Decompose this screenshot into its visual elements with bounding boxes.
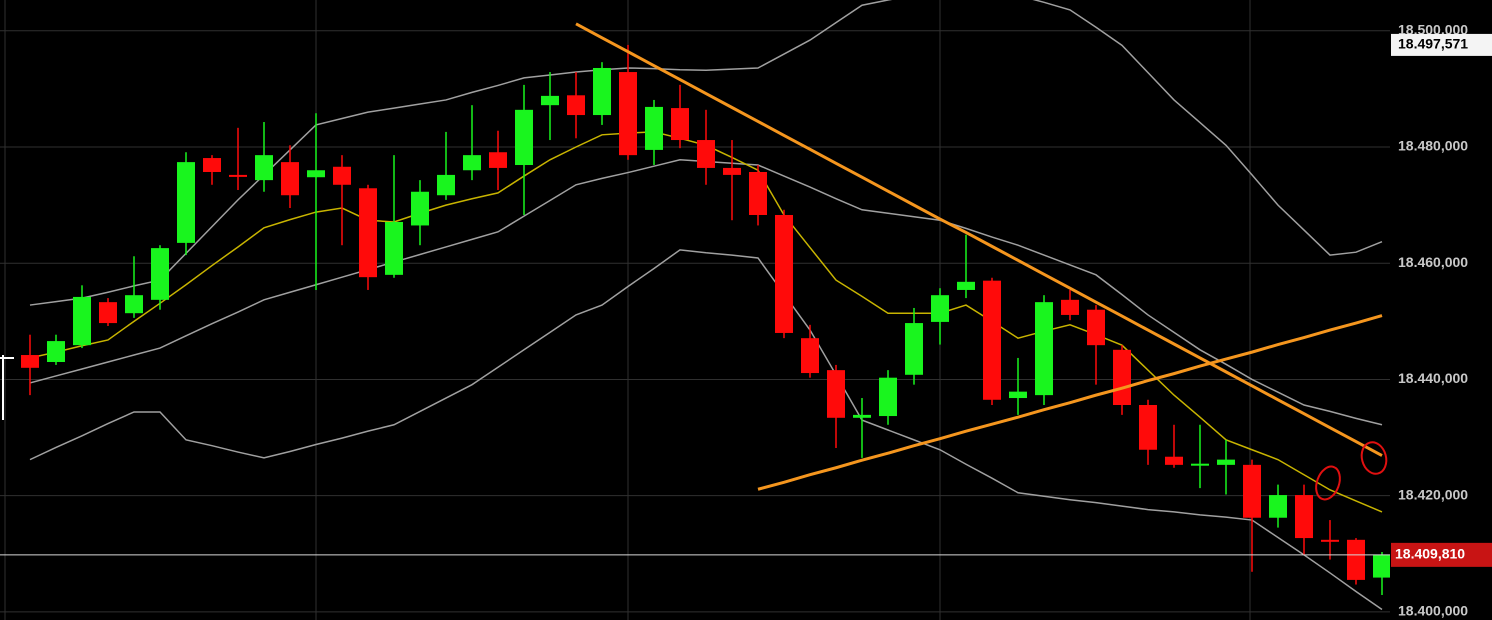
candle-body bbox=[411, 191, 429, 226]
candle-body bbox=[21, 355, 39, 368]
candle-body bbox=[1243, 464, 1261, 518]
trendline bbox=[575, 22, 1383, 457]
candle-body bbox=[879, 377, 897, 417]
high-price-label: 18.497,571 bbox=[1398, 36, 1468, 52]
candle-body bbox=[853, 414, 871, 418]
candle-body bbox=[1087, 309, 1105, 346]
candle-body bbox=[385, 221, 403, 275]
candle-body bbox=[151, 248, 169, 300]
candle-body bbox=[1061, 299, 1079, 315]
candle-body bbox=[307, 170, 325, 178]
candle-body bbox=[567, 95, 585, 116]
candle-body bbox=[463, 155, 481, 171]
candle-body bbox=[1269, 495, 1287, 518]
y-tick-label: 18.500,000 bbox=[1398, 21, 1468, 37]
candle-body bbox=[1295, 495, 1313, 539]
candle-body bbox=[1165, 456, 1183, 465]
candle-body bbox=[359, 188, 377, 278]
candle-body bbox=[1009, 391, 1027, 399]
candle-body bbox=[749, 171, 767, 215]
indicator-line bbox=[29, 0, 1383, 306]
candle-body bbox=[671, 108, 689, 141]
candle-body bbox=[1217, 459, 1235, 465]
candle-body bbox=[281, 162, 299, 196]
candle-body bbox=[333, 166, 351, 185]
y-tick-label: 18.420,000 bbox=[1398, 486, 1468, 502]
candle-body bbox=[1347, 539, 1365, 580]
annotation-circle bbox=[1360, 441, 1388, 475]
y-tick-label: 18.480,000 bbox=[1398, 138, 1468, 154]
candle-body bbox=[73, 296, 91, 346]
candle-body bbox=[1139, 405, 1157, 450]
last-price-label: 18.409,810 bbox=[1395, 546, 1465, 562]
trendline bbox=[757, 314, 1383, 491]
price-axis: 18.400,000 18.420,000 18.440,000 18.460,000… bbox=[1391, 21, 1492, 619]
candle-body bbox=[541, 95, 559, 106]
candle-body bbox=[125, 295, 143, 314]
candle-body bbox=[1035, 302, 1053, 396]
candle-body bbox=[827, 370, 845, 418]
candle-body bbox=[255, 155, 273, 181]
candle-body bbox=[177, 162, 195, 243]
annotation-circle bbox=[1315, 465, 1341, 501]
candle-body bbox=[697, 140, 715, 168]
candle-body bbox=[515, 109, 533, 166]
indicator-line bbox=[29, 249, 1383, 611]
candle-body bbox=[593, 67, 611, 116]
y-tick-label: 18.400,000 bbox=[1398, 603, 1468, 619]
candle-body bbox=[203, 158, 221, 172]
candle-body bbox=[99, 302, 117, 324]
candle-body bbox=[957, 281, 975, 290]
candle-body bbox=[1373, 554, 1390, 578]
candle-body bbox=[1113, 349, 1131, 406]
y-tick-label: 18.440,000 bbox=[1398, 370, 1468, 386]
high-price-box bbox=[1391, 33, 1492, 56]
candle-body bbox=[1321, 539, 1339, 542]
candle-body bbox=[645, 106, 663, 150]
candle-body bbox=[905, 323, 923, 375]
candle-body bbox=[1191, 463, 1209, 466]
y-tick-label: 18.460,000 bbox=[1398, 254, 1468, 270]
candle-body bbox=[229, 174, 247, 177]
candle-body bbox=[437, 174, 455, 196]
last-price-box bbox=[1391, 542, 1492, 567]
candle-body bbox=[801, 338, 819, 374]
candle-body bbox=[619, 72, 637, 156]
candle-body bbox=[983, 280, 1001, 400]
plot-area bbox=[0, 0, 1390, 611]
candle-body bbox=[775, 214, 793, 333]
candle-body bbox=[489, 152, 507, 168]
candle-body bbox=[723, 167, 741, 175]
candle-body bbox=[47, 341, 65, 363]
candle-body bbox=[931, 295, 949, 322]
